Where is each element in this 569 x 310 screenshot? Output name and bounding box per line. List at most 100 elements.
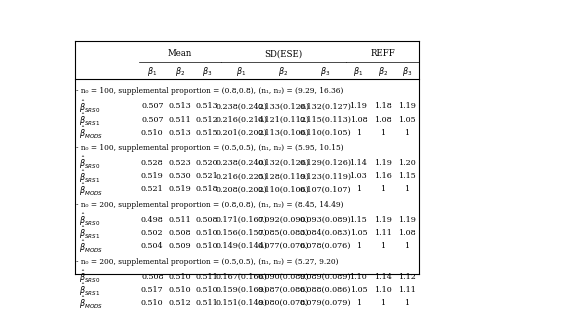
Text: REFF: REFF [370, 49, 395, 58]
Text: 1.05: 1.05 [398, 116, 416, 124]
Text: 0.133(0.126): 0.133(0.126) [257, 102, 310, 110]
Text: 1.19: 1.19 [374, 216, 391, 224]
Text: - n₀ = 100, supplemental proportion = (0.8,0.8), (n₁, n₂) = (9.29, 16.36): - n₀ = 100, supplemental proportion = (0… [76, 87, 343, 95]
Text: 1.19: 1.19 [398, 102, 416, 110]
Text: 0.238(0.240): 0.238(0.240) [216, 159, 267, 167]
Text: $\beta_2$: $\beta_2$ [278, 65, 288, 78]
Text: 1.08: 1.08 [374, 116, 391, 124]
Text: 0.510: 0.510 [196, 242, 218, 250]
Text: 0.504: 0.504 [141, 242, 163, 250]
Text: 1.11: 1.11 [374, 229, 391, 237]
Text: - n₀ = 100, supplemental proportion = (0.5,0.5), (n₁, n₂) = (5.95, 10.15): - n₀ = 100, supplemental proportion = (0… [76, 144, 343, 152]
Text: $\hat{\beta}_{SRS1}$: $\hat{\beta}_{SRS1}$ [79, 111, 100, 128]
Text: 0.080(0.078): 0.080(0.078) [258, 299, 309, 307]
Text: 0.090(0.089): 0.090(0.089) [258, 273, 310, 281]
Text: $\hat{\beta}_{MODS}$: $\hat{\beta}_{MODS}$ [79, 295, 103, 310]
Text: 0.156(0.157): 0.156(0.157) [216, 229, 267, 237]
Text: $\hat{\beta}_{SRS1}$: $\hat{\beta}_{SRS1}$ [79, 225, 100, 241]
Text: 0.171(0.167): 0.171(0.167) [216, 216, 267, 224]
Text: 0.513: 0.513 [168, 129, 191, 137]
Text: 0.511: 0.511 [196, 299, 218, 307]
Text: 1: 1 [356, 242, 361, 250]
Text: 1.10: 1.10 [349, 273, 368, 281]
Text: 0.123(0.119): 0.123(0.119) [299, 172, 352, 180]
Text: 1.12: 1.12 [398, 273, 416, 281]
Text: 0.510: 0.510 [168, 273, 191, 281]
Text: 0.238(0.242): 0.238(0.242) [216, 102, 267, 110]
Text: $\hat{\beta}_{MODS}$: $\hat{\beta}_{MODS}$ [79, 238, 103, 255]
Text: 1: 1 [405, 242, 410, 250]
Text: SD(ESE): SD(ESE) [265, 49, 303, 58]
Text: 0.509: 0.509 [168, 242, 191, 250]
Text: 0.085(0.083): 0.085(0.083) [258, 229, 309, 237]
Text: 1.19: 1.19 [374, 159, 391, 167]
Text: 0.092(0.090): 0.092(0.090) [258, 216, 310, 224]
Text: 1: 1 [405, 299, 410, 307]
Text: 0.132(0.127): 0.132(0.127) [299, 102, 351, 110]
Text: $\beta_1$: $\beta_1$ [237, 65, 246, 78]
Text: 0.510: 0.510 [196, 286, 218, 294]
Text: 1.20: 1.20 [398, 159, 416, 167]
Text: 0.521: 0.521 [141, 185, 164, 193]
Text: $\beta_3$: $\beta_3$ [320, 65, 331, 78]
Text: 0.520: 0.520 [196, 159, 218, 167]
Text: 1.19: 1.19 [349, 102, 368, 110]
Text: 1: 1 [405, 185, 410, 193]
Text: 0.208(0.202): 0.208(0.202) [216, 185, 267, 193]
Text: 0.513: 0.513 [168, 102, 191, 110]
Text: 0.507: 0.507 [141, 102, 163, 110]
Text: 0.508: 0.508 [168, 229, 191, 237]
Text: 1.18: 1.18 [374, 102, 391, 110]
Text: 0.110(0.106): 0.110(0.106) [258, 185, 310, 193]
Text: 1.15: 1.15 [398, 172, 416, 180]
Text: $\hat{\beta}_{SRS1}$: $\hat{\beta}_{SRS1}$ [79, 282, 100, 298]
Text: 0.128(0.119): 0.128(0.119) [257, 172, 310, 180]
Text: 1.05: 1.05 [349, 229, 367, 237]
Text: 1.14: 1.14 [374, 273, 391, 281]
Text: 1.10: 1.10 [374, 286, 391, 294]
Text: 0.084(0.083): 0.084(0.083) [299, 229, 351, 237]
Text: 0.149(0.144): 0.149(0.144) [216, 242, 267, 250]
Text: 1: 1 [380, 299, 385, 307]
Text: 0.107(0.107): 0.107(0.107) [299, 185, 351, 193]
Text: 0.502: 0.502 [141, 229, 163, 237]
Text: 0.518: 0.518 [196, 185, 218, 193]
Text: 0.077(0.076): 0.077(0.076) [258, 242, 309, 250]
Text: 0.113(0.106): 0.113(0.106) [257, 129, 310, 137]
Text: 0.511: 0.511 [196, 273, 218, 281]
Text: 0.530: 0.530 [168, 172, 191, 180]
Text: $\hat{\beta}_{SRS0}$: $\hat{\beta}_{SRS0}$ [79, 155, 100, 171]
Text: 0.093(0.089): 0.093(0.089) [299, 216, 351, 224]
Text: - n₀ = 200, supplemental proportion = (0.5,0.5), (n₁, n₂) = (5.27, 9.20): - n₀ = 200, supplemental proportion = (0… [76, 258, 338, 266]
Text: 1.03: 1.03 [349, 172, 368, 180]
Text: $\hat{\beta}_{SRS1}$: $\hat{\beta}_{SRS1}$ [79, 168, 100, 185]
Text: 0.523: 0.523 [168, 159, 191, 167]
Text: 0.517: 0.517 [141, 286, 163, 294]
Text: 0.151(0.149): 0.151(0.149) [216, 299, 267, 307]
Text: 1: 1 [356, 185, 361, 193]
Text: $\beta_3$: $\beta_3$ [202, 65, 212, 78]
Text: 0.201(0.202): 0.201(0.202) [216, 129, 267, 137]
Text: 0.510: 0.510 [168, 286, 191, 294]
Text: 1.05: 1.05 [349, 286, 367, 294]
Text: $\beta_1$: $\beta_1$ [147, 65, 158, 78]
Text: $\beta_3$: $\beta_3$ [402, 65, 412, 78]
Text: 0.115(0.113): 0.115(0.113) [299, 116, 351, 124]
Text: 0.129(0.126): 0.129(0.126) [299, 159, 352, 167]
Text: 0.159(0.169): 0.159(0.169) [216, 286, 267, 294]
Text: 0.508: 0.508 [141, 273, 163, 281]
Text: 0.512: 0.512 [196, 116, 218, 124]
Text: 0.507: 0.507 [141, 116, 163, 124]
Text: 1.15: 1.15 [349, 216, 368, 224]
Text: 0.528: 0.528 [141, 159, 163, 167]
Text: 1.19: 1.19 [398, 216, 416, 224]
Text: 0.167(0.166): 0.167(0.166) [216, 273, 267, 281]
Text: 0.519: 0.519 [168, 185, 191, 193]
Text: 0.515: 0.515 [196, 129, 218, 137]
Text: 0.216(0.225): 0.216(0.225) [216, 172, 267, 180]
Text: 0.498: 0.498 [141, 216, 164, 224]
Text: 0.089(0.089): 0.089(0.089) [299, 273, 351, 281]
Text: - n₀ = 200, supplemental proportion = (0.8,0.8), (n₁, n₂) = (8.45, 14.49): - n₀ = 200, supplemental proportion = (0… [76, 201, 343, 209]
Text: 0.513: 0.513 [196, 102, 218, 110]
Text: $\beta_2$: $\beta_2$ [175, 65, 185, 78]
